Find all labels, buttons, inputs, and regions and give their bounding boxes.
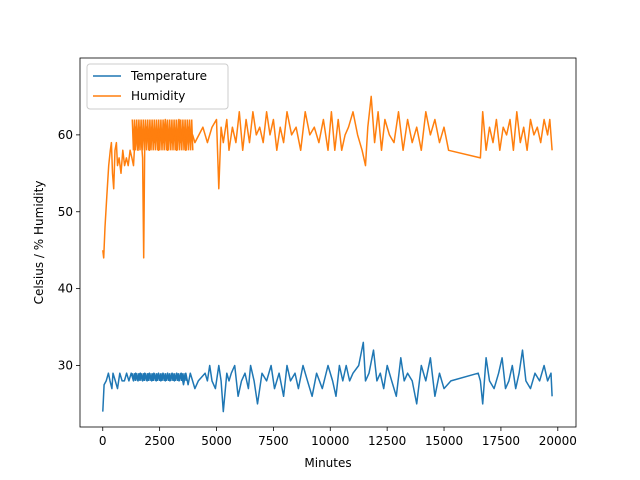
y-tick-label: 50 [58, 205, 73, 219]
x-tick-label: 10000 [311, 434, 349, 448]
x-tick-label: 0 [99, 434, 107, 448]
series-humidity [102, 95, 553, 259]
y-tick-label: 30 [58, 359, 73, 373]
x-tick-label: 17500 [482, 434, 520, 448]
x-tick-label: 20000 [539, 434, 577, 448]
y-axis-title: Celsius / % Humidity [32, 181, 46, 305]
legend-label-humidity: Humidity [131, 89, 185, 103]
x-axis-ticks: 0 2500 5000 7500 10000 12500 15000 17500 20000 [99, 427, 577, 448]
series-layer [102, 95, 553, 413]
series-temperature [102, 341, 553, 413]
x-tick-label: 2500 [144, 434, 175, 448]
x-axis-title: Minutes [304, 456, 351, 470]
x-tick-label: 12500 [368, 434, 406, 448]
legend-box [86, 63, 229, 110]
plot-area [80, 58, 576, 427]
series-line-temperature [102, 341, 553, 413]
y-tick-label: 60 [58, 128, 73, 142]
y-tick-label: 40 [58, 282, 73, 296]
y-axis-ticks: 30 40 50 60 [58, 128, 80, 373]
legend-label-temperature: Temperature [130, 69, 207, 83]
x-tick-label: 15000 [425, 434, 463, 448]
legend: Temperature Humidity [86, 63, 229, 110]
x-tick-label: 7500 [258, 434, 289, 448]
plot-frame [79, 57, 577, 428]
series-line-humidity [102, 95, 553, 259]
x-tick-label: 5000 [201, 434, 232, 448]
